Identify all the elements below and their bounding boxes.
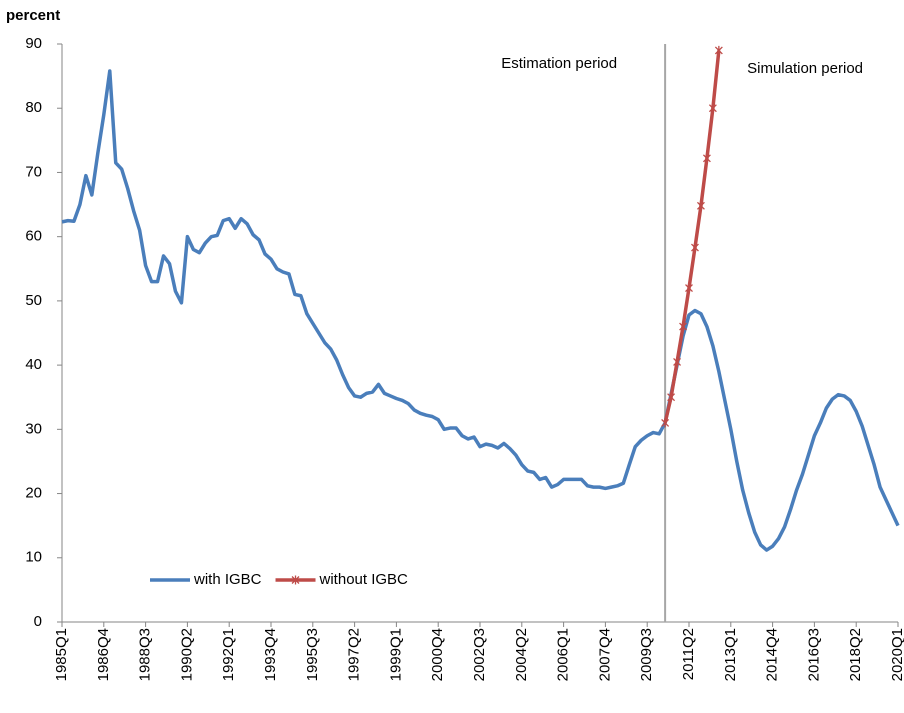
point-marker: [696, 201, 705, 211]
x-tick-label: 1992Q1: [220, 628, 237, 681]
x-tick-label: 1990Q2: [178, 628, 195, 681]
line-series: [61, 69, 900, 552]
x-tick-label: 2020Q1: [889, 628, 904, 681]
x-tick-label: 1985Q1: [53, 628, 70, 681]
point-marker: [673, 357, 682, 367]
y-tick-label: 50: [25, 292, 42, 309]
x-tick-label: 1995Q3: [304, 628, 321, 681]
x-tick-label: 2007Q4: [596, 628, 613, 681]
y-tick-label: 20: [25, 485, 42, 502]
x-tick-label: 2014Q4: [764, 628, 781, 681]
point-marker: [661, 418, 670, 428]
x-tick-label: 1993Q4: [262, 628, 279, 681]
point-marker: [691, 243, 699, 253]
annotation: Estimation period: [501, 55, 617, 72]
x-tick-label: 2009Q3: [638, 628, 655, 681]
y-tick-label: 80: [25, 99, 42, 116]
x-tick-label: 2002Q3: [471, 628, 488, 681]
x-tick-label: 2016Q3: [805, 628, 822, 681]
y-tick-label: 60: [25, 228, 42, 245]
y-tick-label: 70: [25, 163, 42, 180]
point-marker: [685, 283, 693, 293]
legend-marker: [291, 575, 300, 585]
x-tick-label: 2000Q4: [429, 628, 446, 681]
y-tick-label: 0: [34, 613, 42, 630]
y-tick-label: 90: [25, 35, 42, 52]
legend-label: with IGBC: [193, 571, 262, 588]
x-tick-label: 2006Q1: [555, 628, 572, 681]
point-marker: [702, 153, 711, 163]
point-marker: [679, 322, 687, 332]
y-tick-label: 40: [25, 356, 42, 373]
x-tick-label: 1997Q2: [346, 628, 363, 681]
x-tick-label: 1999Q1: [387, 628, 404, 681]
x-tick-label: 1988Q3: [137, 628, 154, 681]
x-tick-label: 2011Q2: [680, 628, 697, 680]
point-marker: [708, 103, 717, 113]
y-tick-label: 10: [25, 549, 42, 566]
point-marker: [714, 45, 723, 55]
y-tick-label: 30: [25, 420, 42, 437]
annotation: Simulation period: [747, 60, 863, 77]
x-tick-label: 2013Q1: [722, 628, 739, 681]
y-axis-label: percent: [6, 7, 60, 24]
point-marker: [667, 392, 676, 402]
x-tick-label: 2004Q2: [513, 628, 530, 681]
x-tick-label: 2018Q2: [847, 628, 864, 681]
legend-label: without IGBC: [319, 571, 409, 588]
x-tick-label: 1986Q4: [95, 628, 112, 681]
line-series: [663, 50, 721, 424]
